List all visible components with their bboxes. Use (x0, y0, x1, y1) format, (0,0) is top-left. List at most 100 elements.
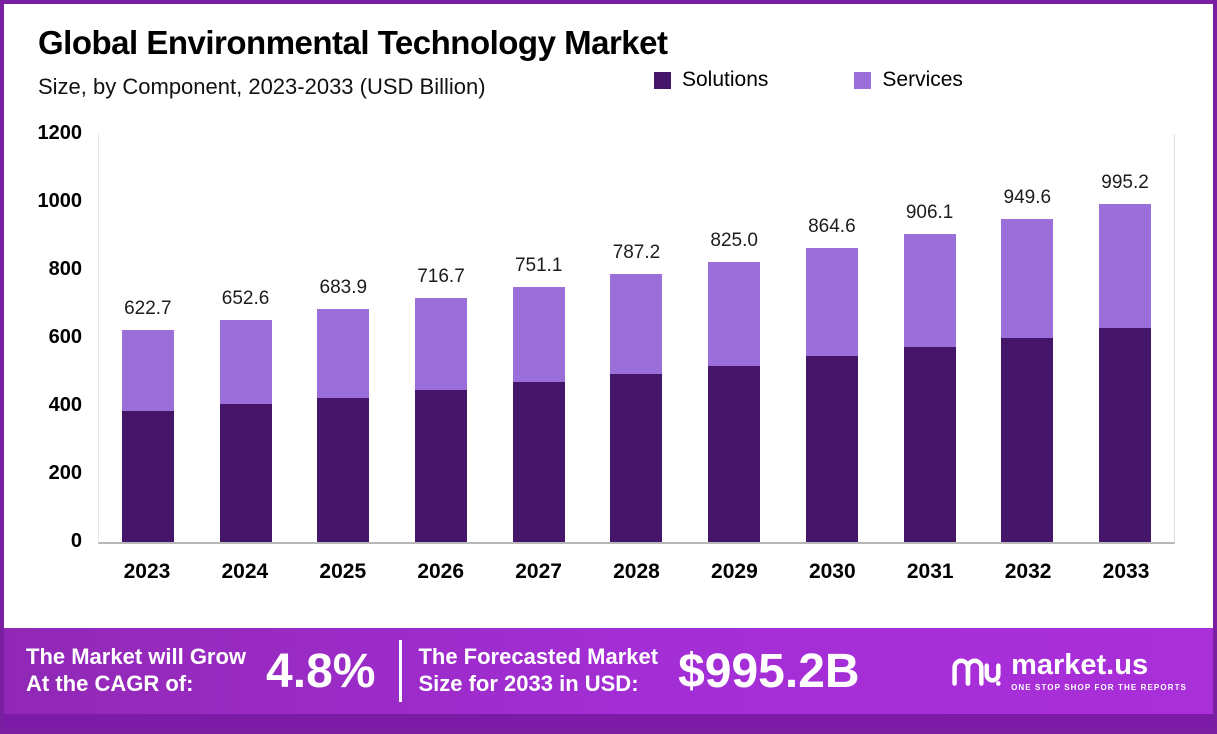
bar-segment-services (610, 274, 663, 375)
brand-name: market.us (1011, 648, 1149, 681)
market-us-logo-icon (952, 658, 1001, 686)
footer-banner: The Market will Grow At the CAGR of: 4.8… (4, 628, 1213, 714)
legend-label-services: Services (882, 68, 963, 91)
stacked-bar (903, 233, 956, 542)
cagr-label-line1: The Market will Grow (26, 644, 247, 670)
forecast-label-line2: Size for 2033 in USD: (418, 671, 639, 696)
x-axis-label: 2026 (417, 560, 465, 583)
legend-item-services: Services (854, 68, 963, 92)
bar-segment-solutions (512, 382, 565, 542)
bar-group: 864.6 (783, 134, 881, 542)
legend-swatch-solutions (654, 71, 671, 89)
stacked-bar (512, 286, 565, 542)
bar-segment-solutions (708, 365, 761, 542)
x-axis-label: 2028 (613, 560, 660, 583)
banner-divider (399, 640, 403, 702)
bar-segment-solutions (610, 374, 663, 542)
bar-segment-solutions (415, 390, 468, 542)
footer-strip (4, 714, 1213, 730)
x-axis-label: 2031 (906, 560, 954, 583)
bar-total-label: 949.6 (1003, 187, 1052, 209)
x-axis-label: 2030 (808, 560, 856, 583)
bar-total-label: 652.6 (221, 288, 270, 310)
legend-label-solutions: Solutions (682, 68, 769, 91)
forecast-value: $995.2B (678, 644, 860, 698)
bar-total-label: 683.9 (319, 277, 368, 299)
x-axis-label: 2027 (515, 560, 562, 583)
cagr-label: The Market will Grow At the CAGR of: (26, 644, 246, 698)
bar-segment-services (317, 309, 370, 398)
bar-group: 652.6 (197, 134, 295, 542)
forecast-label: The Forecasted Market Size for 2033 in U… (418, 644, 658, 698)
y-axis-tick: 400 (48, 394, 82, 416)
bar-total-label: 622.7 (124, 298, 172, 320)
legend-swatch-services (854, 71, 872, 89)
bar-segment-solutions (121, 411, 174, 542)
stacked-bar (1001, 219, 1054, 542)
bar-segment-solutions (1001, 337, 1054, 542)
y-axis-tick: 200 (48, 462, 82, 484)
brand-tagline: ONE STOP SHOP FOR THE REPORTS (1011, 682, 1187, 692)
y-axis-tick: 1000 (37, 190, 83, 212)
bar-segment-solutions (805, 356, 858, 542)
legend-item-solutions: Solutions (654, 68, 768, 92)
bar-total-label: 751.1 (514, 254, 563, 276)
chart-subtitle: Size, by Component, 2023-2033 (USD Billi… (38, 74, 486, 99)
plot-area: 622.7 652.6 683.9 716.7 751.1 787.2 825.0 864.6… (98, 134, 1175, 544)
market-us-logo: market.us ONE STOP SHOP FOR THE REPORTS (951, 648, 1197, 692)
bar-segment-solutions (903, 347, 956, 542)
y-axis-tick: 0 (70, 530, 82, 552)
x-axis: 2023 2024 2025 2026 2027 2028 2029 2030 2031 2032… (98, 560, 1175, 584)
cagr-value: 4.8% (266, 644, 376, 698)
cagr-label-line2: At the CAGR of: (26, 671, 194, 696)
stacked-bar (610, 274, 663, 542)
forecast-label-line1: The Forecasted Market (418, 644, 659, 670)
bar-segment-services (121, 330, 174, 412)
y-axis-tick: 800 (48, 258, 82, 280)
bar-group: 995.2 (1076, 134, 1174, 542)
x-axis-label: 2024 (221, 560, 269, 583)
bar-total-label: 864.6 (808, 216, 856, 238)
bar-segment-services (1099, 203, 1152, 328)
bar-total-label: 787.2 (612, 242, 661, 264)
bar-group: 683.9 (294, 134, 392, 542)
stacked-bar (121, 330, 174, 542)
bar-group: 751.1 (490, 134, 588, 542)
bar-group: 906.1 (881, 134, 979, 542)
bar-segment-solutions (317, 397, 370, 542)
x-axis-label: 2032 (1004, 560, 1052, 583)
x-axis-label: 2029 (711, 560, 758, 583)
y-axis-tick: 600 (48, 326, 82, 348)
bar-segment-services (903, 233, 956, 348)
bar-segment-services (805, 248, 858, 357)
bar-group: 716.7 (392, 134, 490, 542)
bar-total-label: 906.1 (905, 201, 954, 223)
bar-segment-services (1001, 219, 1054, 338)
bar-group: 787.2 (588, 134, 686, 542)
bar-segment-services (708, 261, 761, 366)
brand-text: market.us ONE STOP SHOP FOR THE REPORTS (1011, 648, 1187, 692)
bar-segment-services (415, 298, 468, 391)
bar-total-label: 825.0 (710, 229, 758, 251)
stacked-bar (1099, 203, 1152, 542)
bar-segment-services (219, 320, 272, 405)
legend: Solutions Services (654, 68, 963, 92)
bar-total-label: 995.2 (1101, 171, 1149, 193)
bar-segment-solutions (219, 404, 272, 542)
bar-group: 622.7 (99, 134, 197, 542)
header: Global Environmental Technology Market S… (4, 4, 1213, 100)
stacked-bar (415, 298, 468, 542)
bar-segment-services (512, 286, 565, 383)
bar-group: 949.6 (978, 134, 1076, 542)
stacked-bar (805, 248, 858, 542)
y-axis-tick: 1200 (37, 122, 83, 144)
bar-group: 825.0 (685, 134, 783, 542)
chart-title: Global Environmental Technology Market (38, 24, 668, 61)
x-axis-label: 2025 (319, 560, 367, 583)
x-axis-label: 2033 (1102, 560, 1150, 583)
stacked-bar (317, 309, 370, 542)
stacked-bar (219, 320, 272, 542)
bar-total-label: 716.7 (417, 266, 465, 288)
chart-area: 1200 1000 800 600 400 200 0 622.7 652.6 683.9 716… (4, 100, 1213, 628)
